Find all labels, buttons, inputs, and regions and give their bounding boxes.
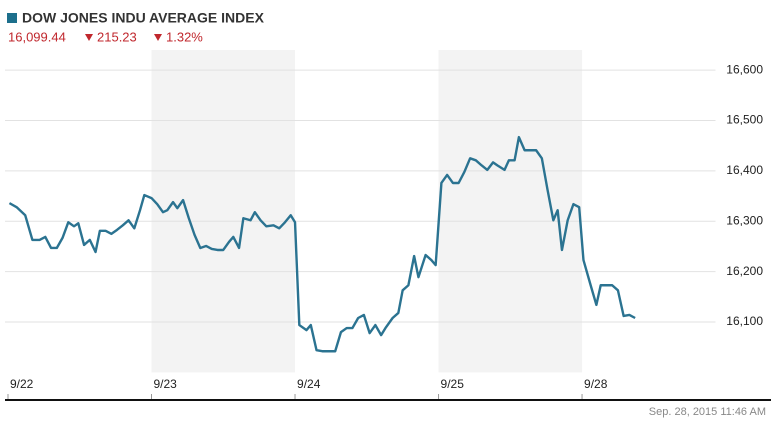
day-band (151, 50, 296, 373)
price-line (8, 135, 636, 353)
x-tick-label: 9/25 (441, 377, 465, 391)
day-band (438, 50, 583, 373)
timestamp: Sep. 28, 2015 11:46 AM (649, 406, 766, 418)
x-tick-label: 9/24 (297, 377, 321, 391)
down-arrow (154, 34, 162, 41)
x-tick-label: 9/28 (584, 377, 608, 391)
price: 16,099.44 (8, 29, 66, 44)
y-tick-label: 16,500 (726, 113, 763, 127)
change: 215.23 (97, 29, 137, 44)
change-pct: 1.32% (166, 29, 203, 44)
chart-title: DOW JONES INDU AVERAGE INDEX (22, 10, 265, 26)
x-tick-label: 9/22 (10, 377, 34, 391)
y-tick-label: 16,600 (726, 62, 763, 76)
y-tick-label: 16,100 (726, 314, 763, 328)
y-tick-label: 16,200 (726, 264, 763, 278)
x-tick-label: 9/23 (154, 377, 178, 391)
title-swatch (7, 13, 17, 23)
down-arrow (85, 34, 93, 41)
y-tick-label: 16,400 (726, 163, 763, 177)
y-tick-label: 16,300 (726, 213, 763, 227)
